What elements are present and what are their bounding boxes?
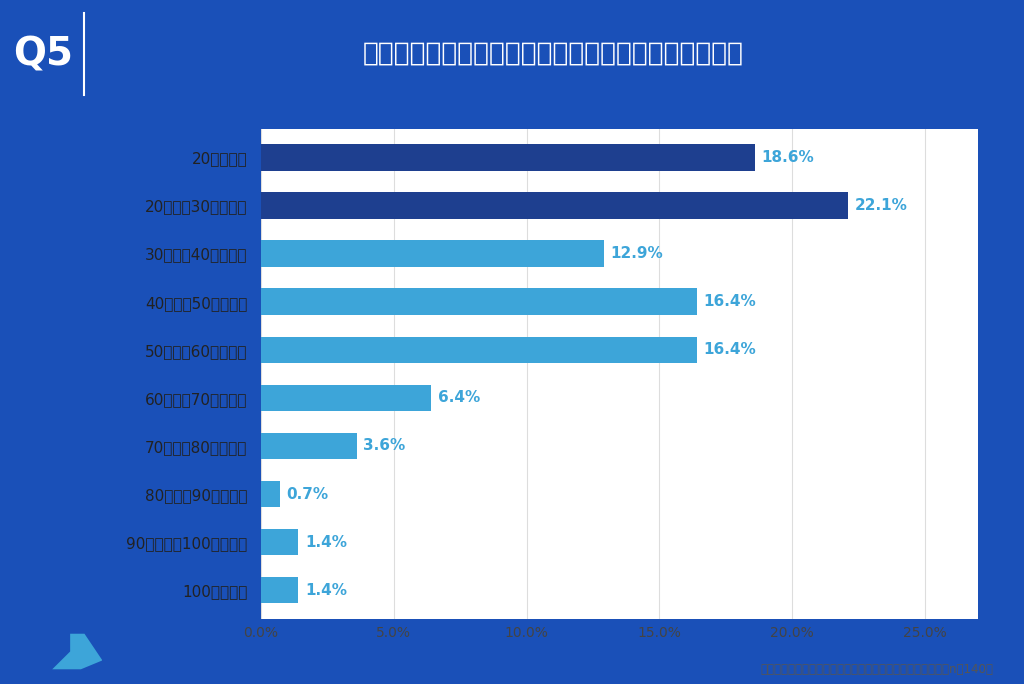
Text: 1.4%: 1.4% xyxy=(305,535,347,549)
Text: じゅけラボ予備校: じゅけラボ予備校 xyxy=(108,644,180,659)
Text: 6.4%: 6.4% xyxy=(437,391,480,406)
Text: 16.4%: 16.4% xyxy=(703,342,756,357)
Text: 3.6%: 3.6% xyxy=(364,438,406,453)
Bar xyxy=(261,337,696,363)
Bar xyxy=(261,192,848,219)
Bar xyxy=(261,240,603,267)
Text: 16.4%: 16.4% xyxy=(703,294,756,309)
Bar xyxy=(261,529,298,555)
Text: 0.7%: 0.7% xyxy=(287,486,329,501)
Text: Q5: Q5 xyxy=(13,35,73,73)
Text: 適正だと思う塔・予備校の年間費用はいくらですか？: 適正だと思う塔・予備校の年間費用はいくらですか？ xyxy=(362,41,743,67)
Text: 18.6%: 18.6% xyxy=(762,150,814,165)
Text: 高校３年生の子どもが塔または予備校に通っていた保護者（n＝140）: 高校３年生の子どもが塔または予備校に通っていた保護者（n＝140） xyxy=(761,663,993,676)
Text: 12.9%: 12.9% xyxy=(610,246,663,261)
Polygon shape xyxy=(31,633,70,669)
Text: 1.4%: 1.4% xyxy=(305,583,347,598)
Polygon shape xyxy=(52,633,102,669)
Bar xyxy=(261,481,280,508)
Bar xyxy=(261,144,755,171)
Bar xyxy=(261,433,356,459)
Text: 22.1%: 22.1% xyxy=(854,198,907,213)
Bar xyxy=(261,384,431,411)
Bar xyxy=(261,577,298,603)
Bar xyxy=(261,289,696,315)
